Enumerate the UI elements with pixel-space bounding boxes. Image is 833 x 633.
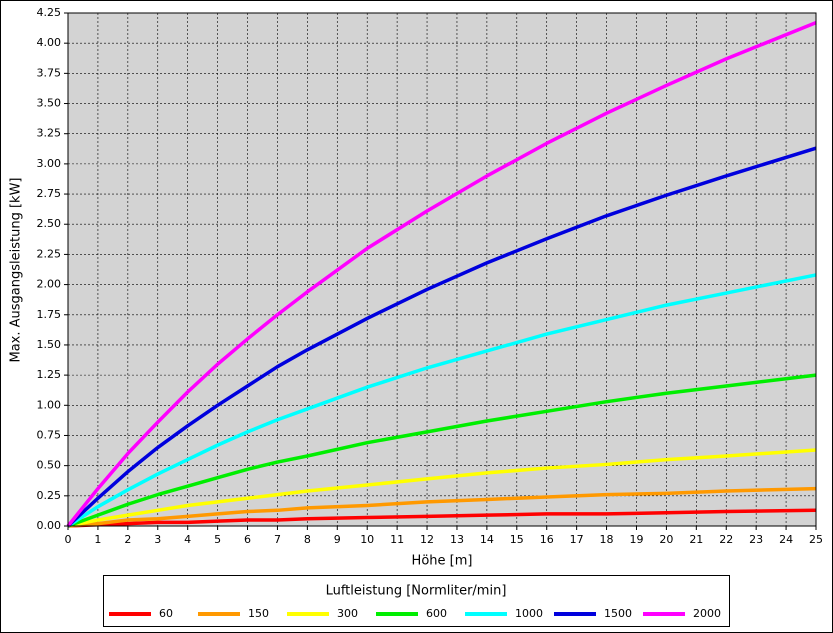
- data-line: [66, 21, 817, 528]
- legend-label: 1000: [515, 607, 543, 620]
- data-line: [67, 508, 817, 528]
- x-tick-label: 18: [600, 533, 614, 546]
- x-tick-label: 17: [570, 533, 584, 546]
- data-line: [66, 146, 817, 528]
- x-tick-label: 4: [184, 533, 191, 546]
- y-tick-label: 0.00: [37, 519, 62, 532]
- y-tick-label: 3.00: [37, 157, 62, 170]
- y-tick-label: 3.75: [37, 66, 62, 79]
- y-tick-label: 2.50: [37, 217, 62, 230]
- x-tick-label: 11: [390, 533, 404, 546]
- y-tick-label: 2.75: [37, 187, 62, 200]
- legend-label: 1500: [604, 607, 632, 620]
- legend-label: 600: [426, 607, 447, 620]
- x-tick-label: 8: [304, 533, 311, 546]
- legend-label: 150: [248, 607, 269, 620]
- legend-label: 60: [159, 607, 173, 620]
- y-tick-label: 2.00: [37, 278, 62, 291]
- y-tick-label: 1.75: [37, 308, 62, 321]
- x-tick-label: 25: [809, 533, 823, 546]
- x-tick-label: 6: [244, 533, 251, 546]
- x-tick-label: 10: [360, 533, 374, 546]
- y-tick-label: 4.00: [37, 36, 62, 49]
- legend-label: 300: [337, 607, 358, 620]
- data-line: [67, 448, 817, 528]
- y-tick-label: 3.50: [37, 97, 62, 110]
- plot-border: [67, 12, 817, 527]
- x-tick-label: 21: [689, 533, 703, 546]
- x-tick-label: 13: [450, 533, 464, 546]
- x-tick-label: 9: [334, 533, 341, 546]
- legend-title: Luftleistung [Normliter/min]: [326, 584, 507, 599]
- y-tick-label: 4.25: [37, 6, 62, 19]
- y-tick-label: 2.25: [37, 247, 62, 260]
- x-tick-label: 7: [274, 533, 281, 546]
- x-tick-label: 16: [540, 533, 554, 546]
- x-tick-label: 20: [659, 533, 673, 546]
- legend-label: 2000: [693, 607, 721, 620]
- x-tick-label: 3: [154, 533, 161, 546]
- x-tick-label: 5: [214, 533, 221, 546]
- data-line: [67, 486, 817, 528]
- x-tick-label: 19: [629, 533, 643, 546]
- x-axis-title: Höhe [m]: [412, 554, 473, 569]
- y-tick-label: 1.25: [37, 368, 62, 381]
- x-tick-label: 0: [65, 533, 72, 546]
- x-tick-label: 1: [94, 533, 101, 546]
- x-tick-label: 24: [779, 533, 793, 546]
- data-line: [67, 373, 817, 528]
- y-tick-label: 1.00: [37, 398, 62, 411]
- plot-area: [68, 13, 816, 526]
- x-tick-label: 23: [749, 533, 763, 546]
- y-tick-label: 0.75: [37, 428, 62, 441]
- x-tick-label: 15: [510, 533, 524, 546]
- legend-box: [103, 575, 730, 627]
- x-tick-label: 22: [719, 533, 733, 546]
- x-tick-label: 14: [480, 533, 494, 546]
- y-tick-label: 3.25: [37, 127, 62, 140]
- y-tick-label: 0.50: [37, 459, 62, 472]
- data-line: [67, 273, 817, 528]
- y-tick-label: 1.50: [37, 338, 62, 351]
- x-tick-label: 2: [124, 533, 131, 546]
- y-tick-label: 0.25: [37, 489, 62, 502]
- y-axis-title: Max. Ausgangsleistung [kW]: [9, 177, 24, 362]
- x-tick-label: 12: [420, 533, 434, 546]
